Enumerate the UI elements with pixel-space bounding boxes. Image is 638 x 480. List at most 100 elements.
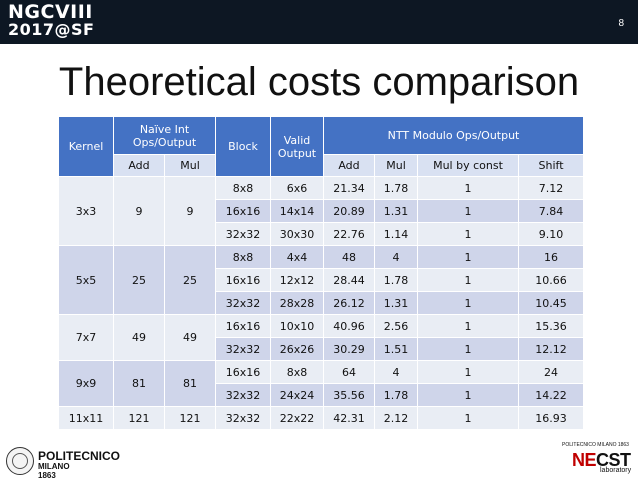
naive-add-cell: 81 [113,360,165,407]
ntt-add-cell: 26.12 [323,291,375,315]
block-cell: 32x32 [215,222,271,246]
valid-output-cell: 8x8 [270,360,324,384]
ntt-mul-cell: 2.12 [374,406,418,430]
ntt-add-cell: 20.89 [323,199,375,223]
necst-lab-text: laboratory [600,467,632,474]
valid-output-cell: 6x6 [270,176,324,200]
costs-table: Kernel Naïve Int Ops/Output Block Valid … [58,116,585,430]
ntt-add-cell: 48 [323,245,375,269]
ntt-mul-by-const-cell: 1 [417,383,519,407]
block-cell: 32x32 [215,383,271,407]
header-ntt-shift: Shift [517,154,585,177]
ntt-mul-cell: 1.51 [374,337,418,361]
header-ntt-mul: Mul [374,154,418,177]
valid-output-cell: 10x10 [270,314,324,338]
ntt-mul-cell: 4 [374,360,418,384]
table-row: 32x32 26x26 30.29 1.51 1 12.12 [59,337,585,361]
valid-output-cell: 14x14 [270,199,324,223]
header-naive-mul: Mul [164,154,216,177]
university-seal-icon [6,447,34,475]
header-kernel: Kernel [58,116,114,177]
top-bar: NGCVIII 2017@SF 8 [0,0,638,44]
ntt-add-cell: 22.76 [323,222,375,246]
kernel-cell: 11x11 [58,406,114,430]
header-naive-add: Add [113,154,165,177]
ntt-mul-by-const-cell: 1 [417,337,519,361]
ntt-add-cell: 35.56 [323,383,375,407]
table-row: 7x7 49 49 16x16 10x10 40.96 2.56 1 15.36 [58,314,585,361]
ntt-mul-cell: 1.31 [374,291,418,315]
naive-mul-cell: 121 [164,406,216,430]
table-row: 5x5 25 25 8x8 4x4 48 4 1 16 [58,245,585,315]
necst-ne-text: NE [572,450,597,470]
block-cell: 32x32 [215,337,271,361]
kernel-cell: 7x7 [58,314,114,361]
ntt-mul-cell: 1.78 [374,268,418,292]
ntt-mul-by-const-cell: 1 [417,199,519,223]
ntt-shift-cell: 14.22 [517,383,585,407]
table-row: 32x32 24x24 35.56 1.78 1 14.22 [59,383,585,407]
politecnico-subtitle: MILANO 1863 [38,462,70,480]
ntt-add-cell: 64 [323,360,375,384]
ntt-mul-by-const-cell: 1 [417,222,519,246]
ntt-mul-cell: 1.78 [374,383,418,407]
table-row: 9x9 81 81 16x16 8x8 64 4 1 24 [58,360,585,407]
ntt-shift-cell: 7.12 [517,176,585,200]
slide-title: Theoretical costs comparison [58,60,580,104]
conference-logo: NGCVIII 2017@SF [8,3,94,39]
ntt-add-cell: 28.44 [323,268,375,292]
naive-add-cell: 121 [113,406,165,430]
table-row: 32x32 28x28 26.12 1.31 1 10.45 [59,291,585,315]
block-cell: 16x16 [215,199,271,223]
ntt-shift-cell: 10.66 [517,268,585,292]
naive-mul-cell: 9 [164,176,216,246]
table-row: 16x16 14x14 20.89 1.31 1 7.84 [59,199,585,223]
kernel-cell: 3x3 [58,176,114,246]
table-row: 32x32 30x30 22.76 1.14 1 9.10 [59,222,585,246]
politecnico-name: POLITECNICO [38,449,121,463]
ntt-mul-cell: 1.31 [374,199,418,223]
valid-output-cell: 24x24 [270,383,324,407]
ntt-mul-cell: 2.56 [374,314,418,338]
ntt-shift-cell: 15.36 [517,314,585,338]
ntt-mul-by-const-cell: 1 [417,245,519,269]
naive-add-cell: 25 [113,245,165,315]
ntt-shift-cell: 16.93 [517,406,585,430]
ntt-mul-by-const-cell: 1 [417,314,519,338]
header-ntt-add: Add [323,154,375,177]
ntt-mul-by-const-cell: 1 [417,268,519,292]
ntt-mul-by-const-cell: 1 [417,176,519,200]
ntt-mul-cell: 1.14 [374,222,418,246]
block-cell: 8x8 [215,176,271,200]
ntt-mul-by-const-cell: 1 [417,360,519,384]
block-cell: 16x16 [215,360,271,384]
block-cell: 16x16 [215,314,271,338]
valid-output-cell: 30x30 [270,222,324,246]
ntt-shift-cell: 9.10 [517,222,585,246]
valid-output-cell: 26x26 [270,337,324,361]
block-cell: 32x32 [215,291,271,315]
block-cell: 32x32 [215,406,271,430]
ntt-add-cell: 42.31 [323,406,375,430]
ntt-add-cell: 40.96 [323,314,375,338]
page-number: 8 [618,18,624,29]
ntt-mul-cell: 4 [374,245,418,269]
valid-output-cell: 22x22 [270,406,324,430]
header-block: Block [215,116,271,177]
ntt-shift-cell: 16 [517,245,585,269]
kernel-cell: 5x5 [58,245,114,315]
ntt-mul-by-const-cell: 1 [417,406,519,430]
ntt-shift-cell: 7.84 [517,199,585,223]
ntt-shift-cell: 24 [517,360,585,384]
header-valid-output: Valid Output [270,116,324,177]
ntt-shift-cell: 12.12 [517,337,585,361]
necst-logo: POLITECNICO MILANO 1863 NE CST laborator… [560,442,634,476]
kernel-cell: 9x9 [58,360,114,407]
header-naive: Naïve Int Ops/Output [113,116,216,155]
ntt-add-cell: 30.29 [323,337,375,361]
ntt-mul-cell: 1.78 [374,176,418,200]
naive-mul-cell: 49 [164,314,216,361]
block-cell: 16x16 [215,268,271,292]
ntt-mul-by-const-cell: 1 [417,291,519,315]
valid-output-cell: 28x28 [270,291,324,315]
